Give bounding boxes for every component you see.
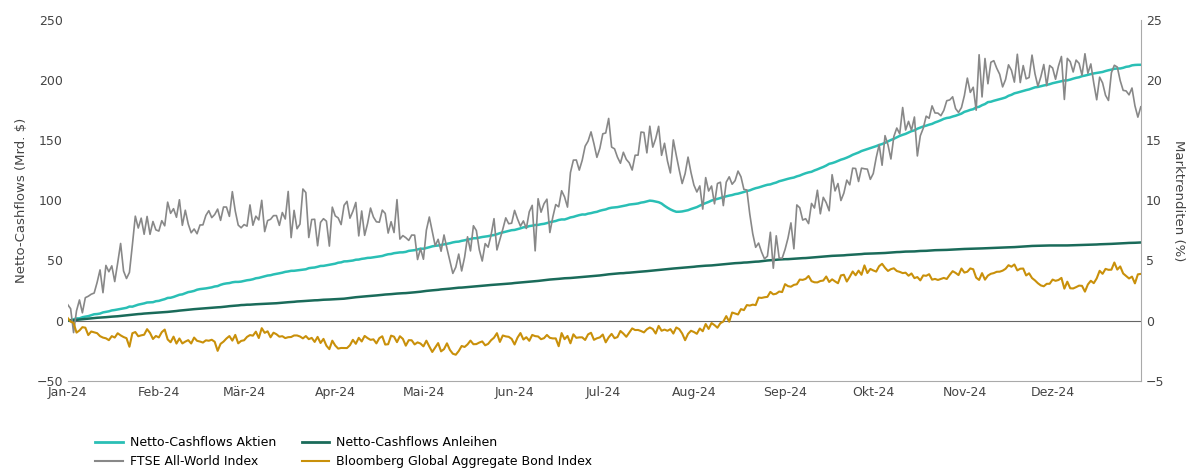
Y-axis label: Marktrenditen (%): Marktrenditen (%) [1172, 140, 1186, 261]
Y-axis label: Netto-Cashflows (Mrd. $): Netto-Cashflows (Mrd. $) [14, 118, 28, 283]
Legend: Netto-Cashflows Aktien, FTSE All-World Index, Netto-Cashflows Anleihen, Bloomber: Netto-Cashflows Aktien, FTSE All-World I… [90, 431, 598, 470]
